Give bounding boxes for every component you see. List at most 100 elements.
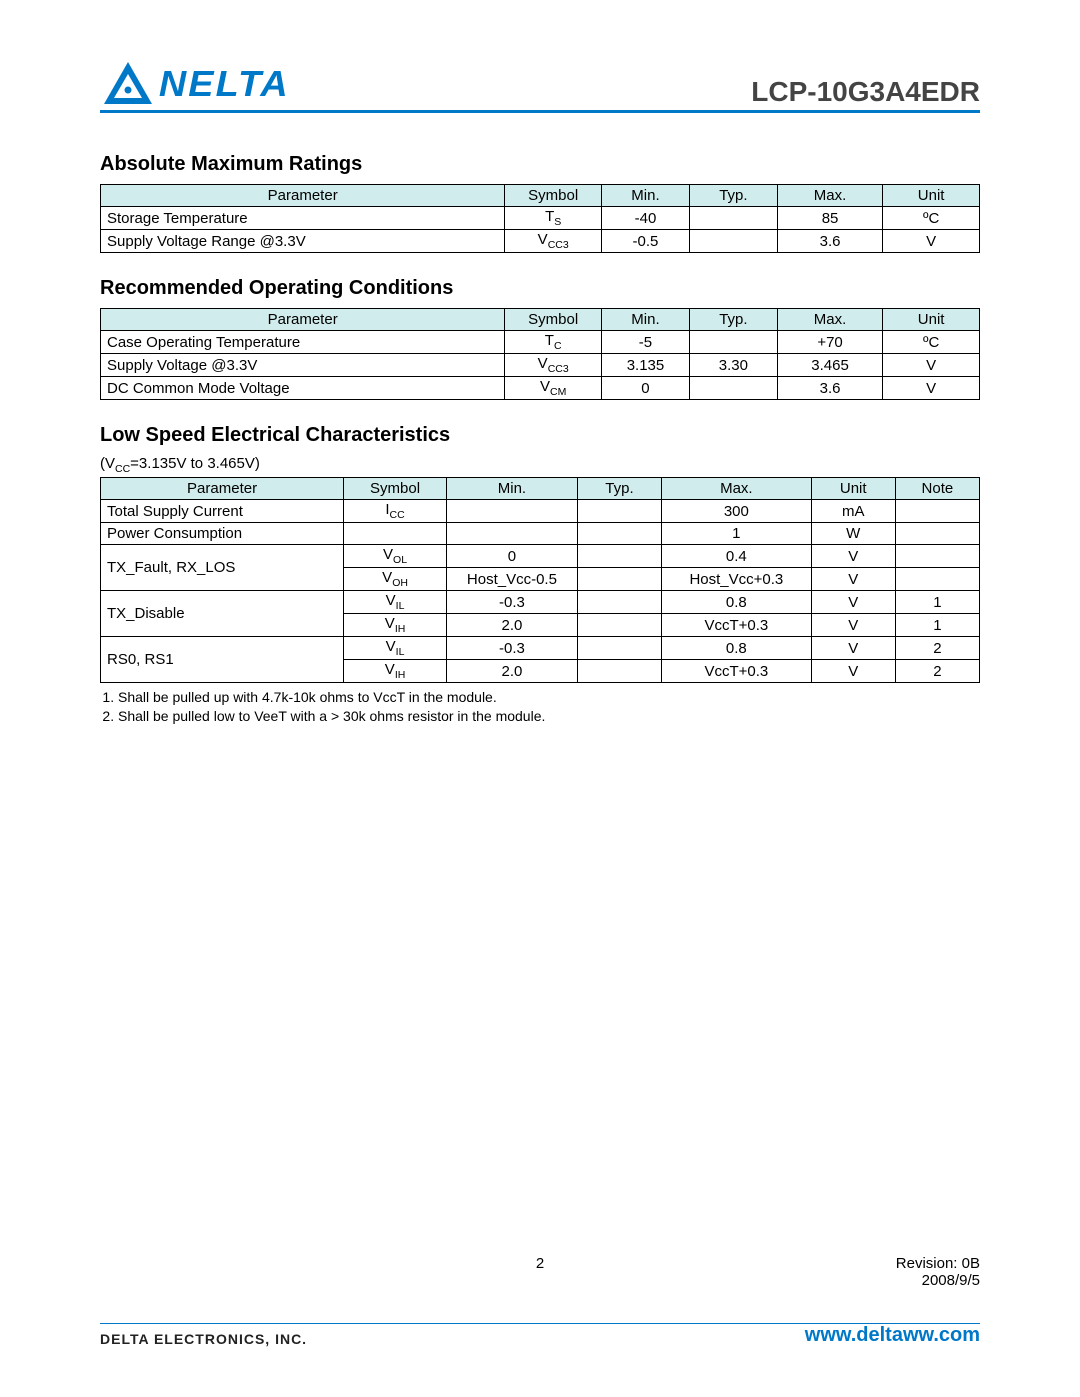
cell-param: Supply Voltage Range @3.3V [101, 230, 505, 253]
cell-typ [689, 207, 777, 230]
col-header: Min. [446, 478, 577, 500]
cell-unit: V [811, 545, 895, 568]
cell-symbol: VIL [344, 591, 447, 614]
cell-unit: mA [811, 500, 895, 523]
cell-note [895, 568, 979, 591]
cell-param: Storage Temperature [101, 207, 505, 230]
cell-note: 1 [895, 614, 979, 637]
cell-typ: 3.30 [689, 354, 777, 377]
cell-typ [577, 500, 661, 523]
cell-min: 2.0 [446, 660, 577, 683]
cell-unit: ºC [883, 331, 980, 354]
cell-param: TX_Disable [101, 591, 344, 637]
table-row: RS0, RS1VIL-0.30.8V2 [101, 637, 980, 660]
cell-unit: ºC [883, 207, 980, 230]
cell-symbol: TC [505, 331, 602, 354]
cell-symbol [344, 523, 447, 545]
cell-min [446, 500, 577, 523]
cell-min: Host_Vcc-0.5 [446, 568, 577, 591]
cell-min: 2.0 [446, 614, 577, 637]
col-header: Parameter [101, 478, 344, 500]
cell-unit: V [811, 591, 895, 614]
table-row: TX_Fault, RX_LOSVOL00.4V [101, 545, 980, 568]
col-header: Typ. [689, 185, 777, 207]
col-header: Max. [662, 478, 812, 500]
cell-symbol: ICC [344, 500, 447, 523]
table-lsec: ParameterSymbolMin.Typ.Max.UnitNoteTotal… [100, 477, 980, 683]
col-header: Unit [883, 309, 980, 331]
cell-min: 0 [446, 545, 577, 568]
cell-min: -40 [602, 207, 690, 230]
table-row: TX_DisableVIL-0.30.8V1 [101, 591, 980, 614]
col-header: Min. [602, 309, 690, 331]
col-header: Symbol [505, 309, 602, 331]
cell-typ [577, 660, 661, 683]
cell-max: 0.8 [662, 637, 812, 660]
cell-unit: V [883, 377, 980, 400]
logo: NELTA [100, 60, 287, 108]
cell-min [446, 523, 577, 545]
cell-typ [577, 614, 661, 637]
cell-min: -0.3 [446, 591, 577, 614]
table-row: Case Operating TemperatureTC-5+70ºC [101, 331, 980, 354]
cell-max: VccT+0.3 [662, 614, 812, 637]
cell-typ [577, 523, 661, 545]
cell-max: 0.4 [662, 545, 812, 568]
cell-note: 2 [895, 637, 979, 660]
col-header: Unit [811, 478, 895, 500]
cell-symbol: VCC3 [505, 354, 602, 377]
cell-symbol: VIH [344, 660, 447, 683]
cell-typ [577, 568, 661, 591]
table-row: Storage TemperatureTS-40 85ºC [101, 207, 980, 230]
cond-sub: CC [115, 463, 130, 475]
cell-symbol: TS [505, 207, 602, 230]
col-header: Parameter [101, 185, 505, 207]
section-title-amr: Absolute Maximum Ratings [100, 153, 980, 176]
page-footer: 2 Revision: 0B 2008/9/5 DELTA ELECTRONIC… [100, 1255, 980, 1347]
cell-note [895, 500, 979, 523]
cell-param: RS0, RS1 [101, 637, 344, 683]
date: 2008/9/5 [100, 1272, 980, 1289]
section-title-roc: Recommended Operating Conditions [100, 277, 980, 300]
col-header: Symbol [344, 478, 447, 500]
cell-unit: V [811, 568, 895, 591]
cond-prefix: (V [100, 455, 115, 472]
cell-note: 1 [895, 591, 979, 614]
cell-max: 1 [662, 523, 812, 545]
table-roc: ParameterSymbolMin.Typ.Max.UnitCase Oper… [100, 308, 980, 400]
cell-min: -0.5 [602, 230, 690, 253]
footnote: Shall be pulled low to VeeT with a > 30k… [118, 708, 980, 724]
col-header: Min. [602, 185, 690, 207]
cell-typ [689, 377, 777, 400]
cell-param: Supply Voltage @3.3V [101, 354, 505, 377]
footnotes: Shall be pulled up with 4.7k-10k ohms to… [118, 689, 980, 724]
col-header: Symbol [505, 185, 602, 207]
cell-param: Case Operating Temperature [101, 331, 505, 354]
table-row: Power Consumption1W [101, 523, 980, 545]
cell-max: Host_Vcc+0.3 [662, 568, 812, 591]
table-row: Supply Voltage @3.3VVCC33.1353.303.465V [101, 354, 980, 377]
cell-max: 85 [777, 207, 882, 230]
delta-logo-icon [100, 60, 156, 108]
lsec-condition: (VCC=3.135V to 3.465V) [100, 455, 980, 475]
cell-symbol: VIL [344, 637, 447, 660]
cell-unit: V [811, 660, 895, 683]
cell-typ [689, 230, 777, 253]
col-header: Max. [777, 185, 882, 207]
col-header: Typ. [577, 478, 661, 500]
cell-max: VccT+0.3 [662, 660, 812, 683]
cell-typ [577, 545, 661, 568]
part-number: LCP-10G3A4EDR [751, 76, 980, 108]
cell-note [895, 545, 979, 568]
col-header: Unit [883, 185, 980, 207]
cell-min: 0 [602, 377, 690, 400]
cell-note [895, 523, 979, 545]
cell-param: Power Consumption [101, 523, 344, 545]
cell-param: TX_Fault, RX_LOS [101, 545, 344, 591]
cell-max: 3.465 [777, 354, 882, 377]
cell-min: -0.3 [446, 637, 577, 660]
cell-max: 0.8 [662, 591, 812, 614]
cell-unit: V [883, 230, 980, 253]
cell-min: 3.135 [602, 354, 690, 377]
logo-text: NELTA [159, 63, 290, 105]
